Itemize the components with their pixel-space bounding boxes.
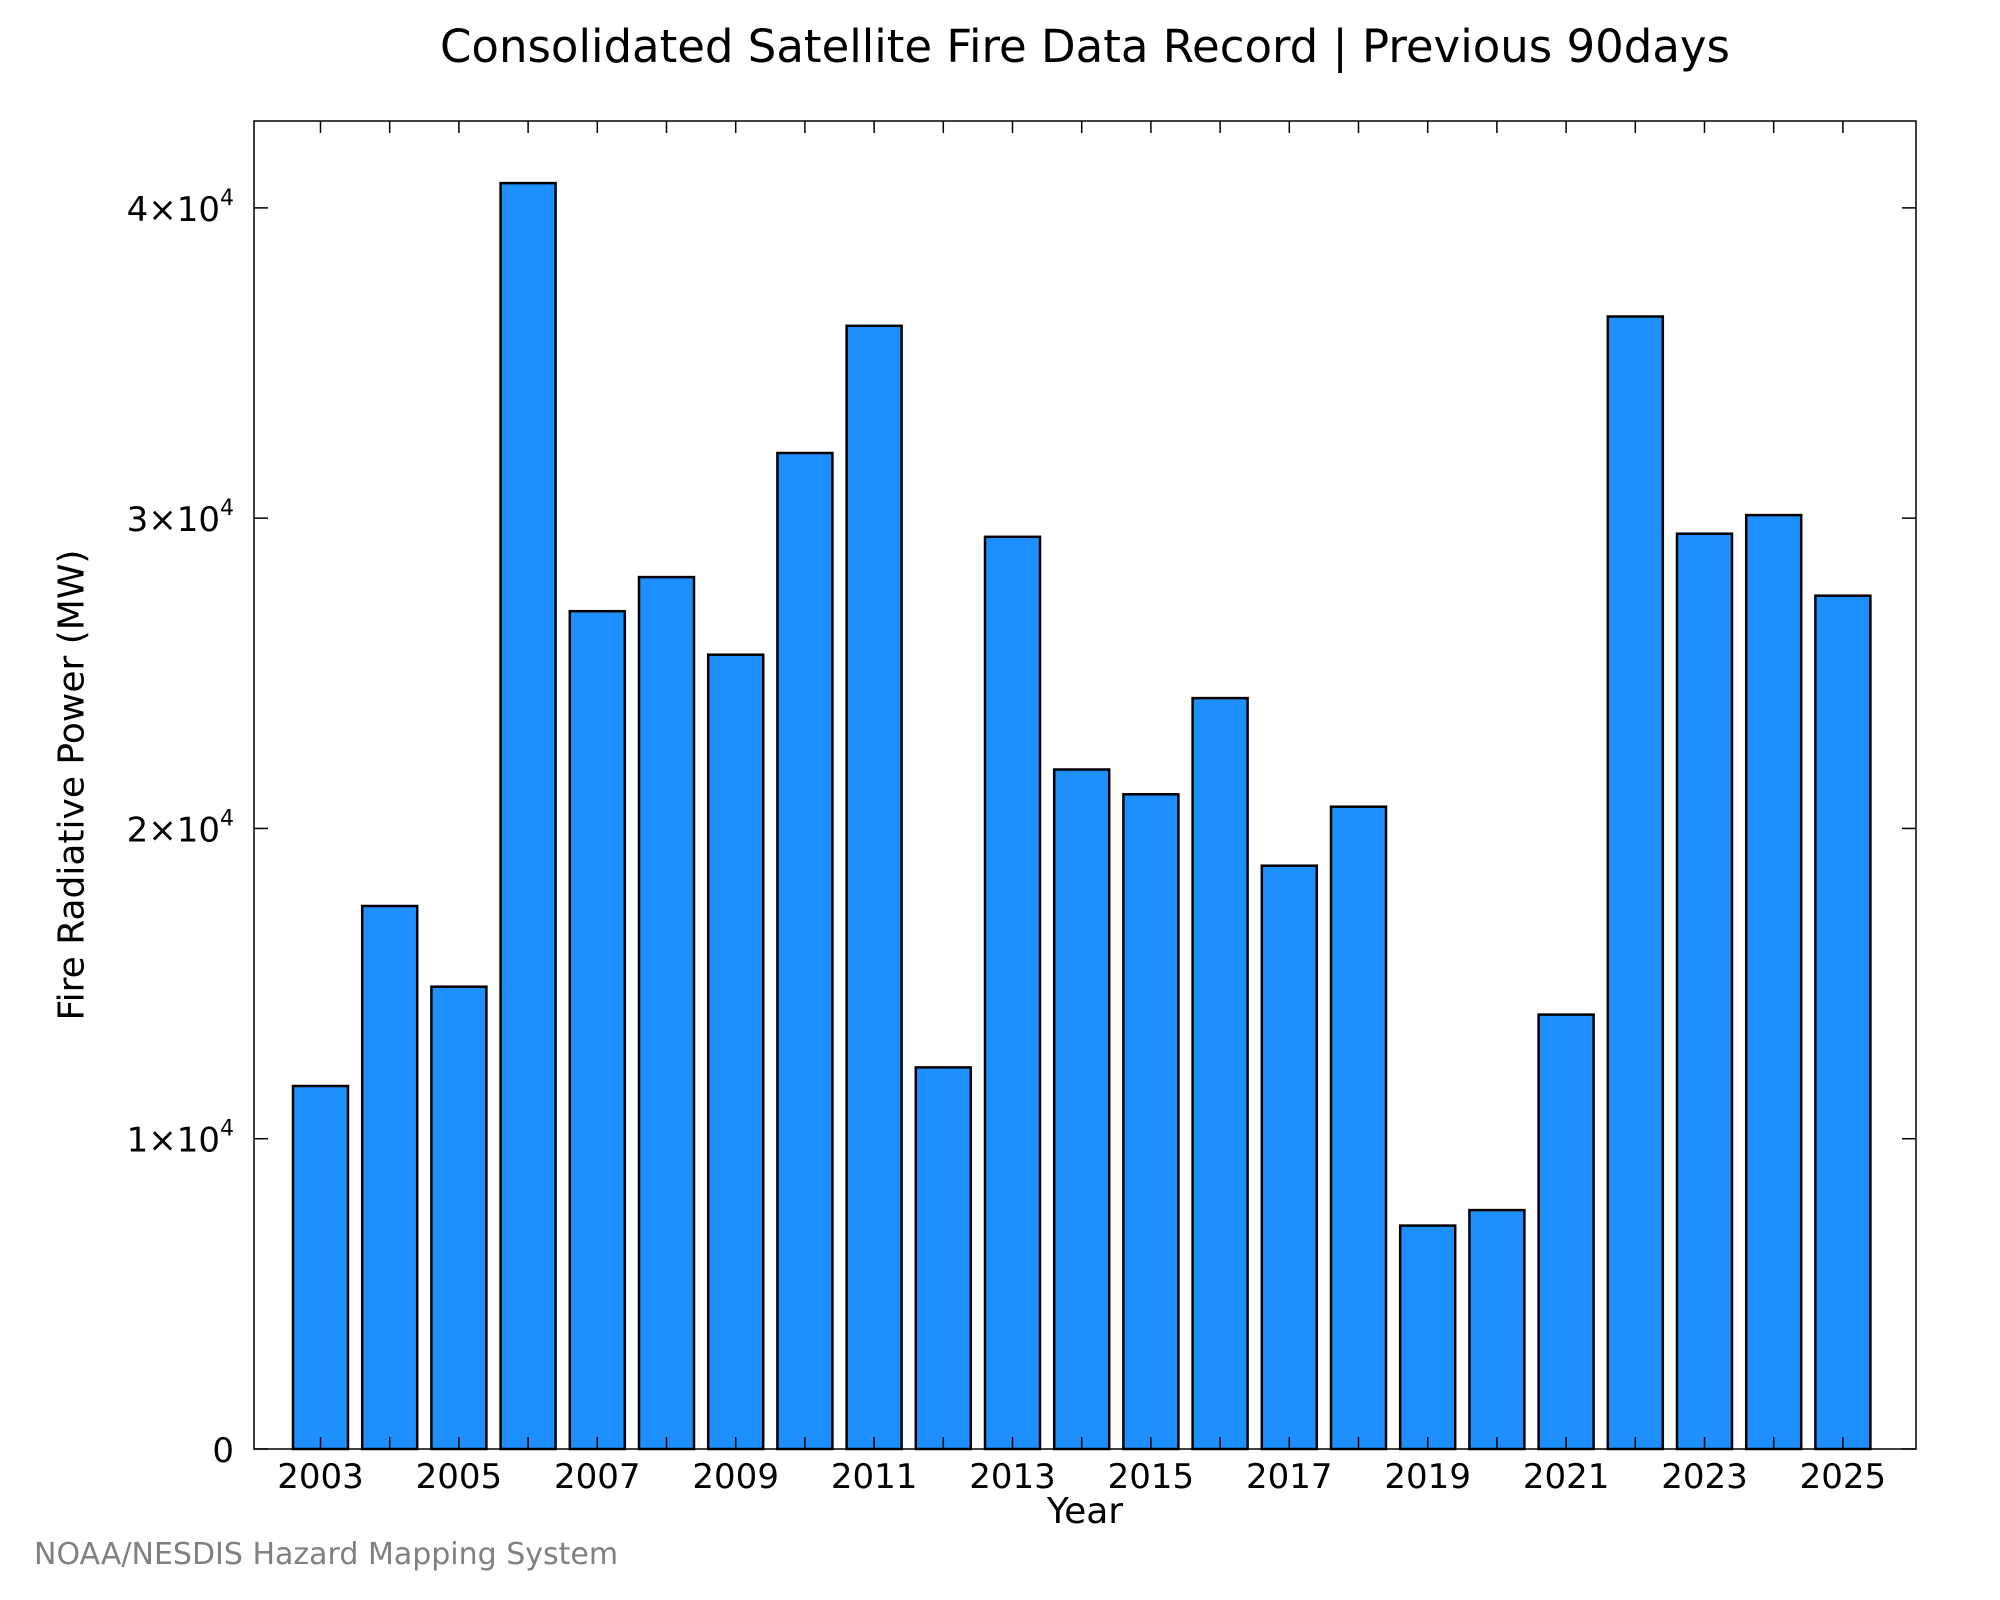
credit-text: NOAA/NESDIS Hazard Mapping System [34,1537,619,1572]
bar-2025 [1814,594,1872,1451]
bars-group [291,181,1872,1451]
x-tick-label-2021: 2021 [1523,1457,1610,1497]
x-tick-label-2003: 2003 [277,1457,364,1497]
plot-frame [253,120,1917,1450]
bar-2003 [291,1084,350,1451]
bar-2024 [1744,513,1803,1451]
bar-2015 [1122,793,1180,1451]
x-tick-label-2007: 2007 [554,1457,641,1497]
y-tick-label-30000: 3×104 [127,496,234,540]
bar-2004 [360,904,419,1451]
y-tick-label-40000: 4×104 [127,186,234,230]
bar-2021 [1537,1013,1595,1451]
bar-2013 [983,535,1042,1451]
bar-2008 [637,575,696,1451]
x-tick-label-2025: 2025 [1800,1457,1887,1497]
y-tick-label-10000: 1×104 [127,1117,234,1161]
x-tick-label-2017: 2017 [1246,1457,1333,1497]
bar-2016 [1191,696,1249,1451]
bar-2005 [430,985,488,1451]
x-tick-label-2023: 2023 [1661,1457,1748,1497]
bar-2010 [776,451,834,1451]
chart-title: Consolidated Satellite Fire Data Record … [440,20,1730,73]
bar-2019 [1398,1224,1457,1451]
bar-2023 [1675,532,1734,1451]
bar-2022 [1606,315,1665,1451]
y-tick-label-20000: 2×104 [127,806,234,850]
x-tick-label-2005: 2005 [416,1457,503,1497]
bar-2012 [914,1066,973,1451]
bar-2014 [1052,768,1111,1451]
x-axis-label: Year [1046,1491,1124,1532]
x-tick-label-2009: 2009 [692,1457,779,1497]
bar-2018 [1329,805,1388,1451]
bar-2009 [706,653,765,1451]
ticks-group: 2003 2005 2007 2009 2011 2013 2015 2017 2019 2021… [127,121,1916,1497]
bar-2006 [499,181,557,1451]
y-tick-label-0: 0 [212,1431,234,1471]
x-tick-label-2019: 2019 [1384,1457,1471,1497]
bar-2017 [1260,864,1319,1451]
bar-2007 [568,609,627,1451]
x-tick-label-2011: 2011 [831,1457,918,1497]
x-tick-label-2013: 2013 [969,1457,1056,1497]
x-tick-label-2015: 2015 [1108,1457,1195,1497]
bar-2011 [845,324,903,1451]
bar-2020 [1468,1208,1526,1451]
